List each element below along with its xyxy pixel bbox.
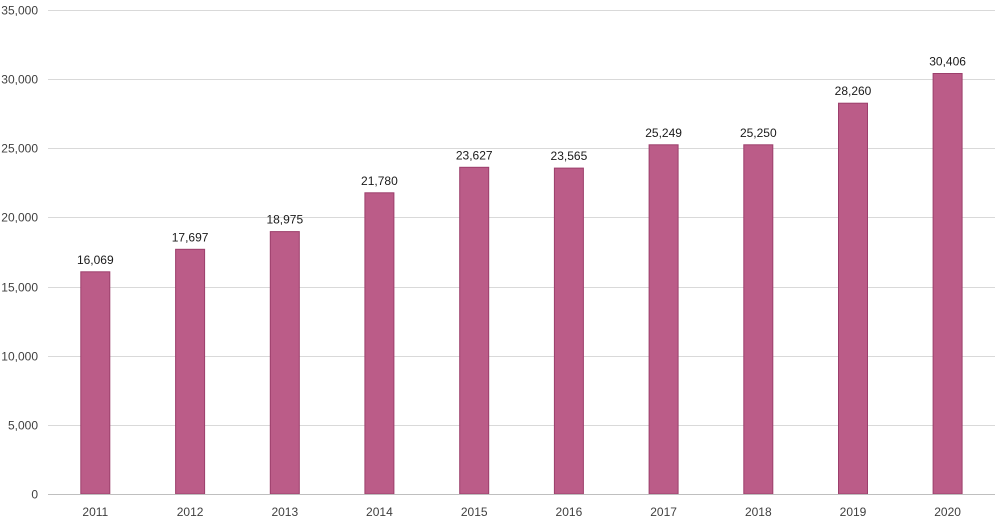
y-tick-label: 35,000 xyxy=(1,4,38,18)
y-tick-label: 10,000 xyxy=(1,350,38,364)
gridlines xyxy=(48,10,995,426)
bar-2017 xyxy=(648,144,679,495)
data-label-2018: 25,250 xyxy=(740,126,777,140)
bar-2018 xyxy=(743,144,774,495)
x-tick-label: 2012 xyxy=(177,505,204,519)
y-tick-label: 5,000 xyxy=(8,419,38,433)
x-tick-label: 2014 xyxy=(366,505,393,519)
y-tick-label: 30,000 xyxy=(1,73,38,87)
data-label-2013: 18,975 xyxy=(266,213,303,227)
x-tick-label: 2019 xyxy=(840,505,867,519)
x-tick-label: 2016 xyxy=(556,505,583,519)
bars xyxy=(80,73,963,495)
y-tick-label: 25,000 xyxy=(1,142,38,156)
x-tick-label: 2017 xyxy=(650,505,677,519)
y-tick-label: 15,000 xyxy=(1,281,38,295)
data-label-2017: 25,249 xyxy=(645,126,682,140)
bar-2015 xyxy=(459,166,490,495)
y-tick-label: 20,000 xyxy=(1,211,38,225)
x-tick-label: 2018 xyxy=(745,505,772,519)
bar-2016 xyxy=(553,167,584,495)
data-label-2015: 23,627 xyxy=(456,148,493,162)
bar-2019 xyxy=(838,102,868,495)
data-label-2011: 16,069 xyxy=(77,253,114,267)
data-label-2019: 28,260 xyxy=(835,84,872,98)
x-tick-label: 2011 xyxy=(82,505,108,519)
x-tick-label: 2013 xyxy=(271,505,298,519)
y-tick-label: 0 xyxy=(31,488,38,502)
data-label-2020: 30,406 xyxy=(929,55,966,69)
bar-2013 xyxy=(269,231,300,495)
data-label-2012: 17,697 xyxy=(172,230,209,244)
y-axis-ticks: 0 5,000 10,000 15,000 20,000 25,000 30,000 35,0… xyxy=(1,4,38,502)
x-tick-label: 2020 xyxy=(934,505,961,519)
x-axis-ticks: 2011 2012 2013 2014 2015 2016 2017 2018 2019 2020 xyxy=(82,505,961,519)
bar-2011 xyxy=(80,271,111,495)
bar-2014 xyxy=(364,192,395,495)
bar-2020 xyxy=(932,73,963,495)
data-labels: 16,069 17,697 18,975 21,780 23,627 23,565 25,2… xyxy=(77,55,966,267)
data-label-2016: 23,565 xyxy=(551,149,588,163)
data-label-2014: 21,780 xyxy=(361,174,398,188)
bar-2012 xyxy=(175,248,206,495)
x-tick-label: 2015 xyxy=(461,505,488,519)
